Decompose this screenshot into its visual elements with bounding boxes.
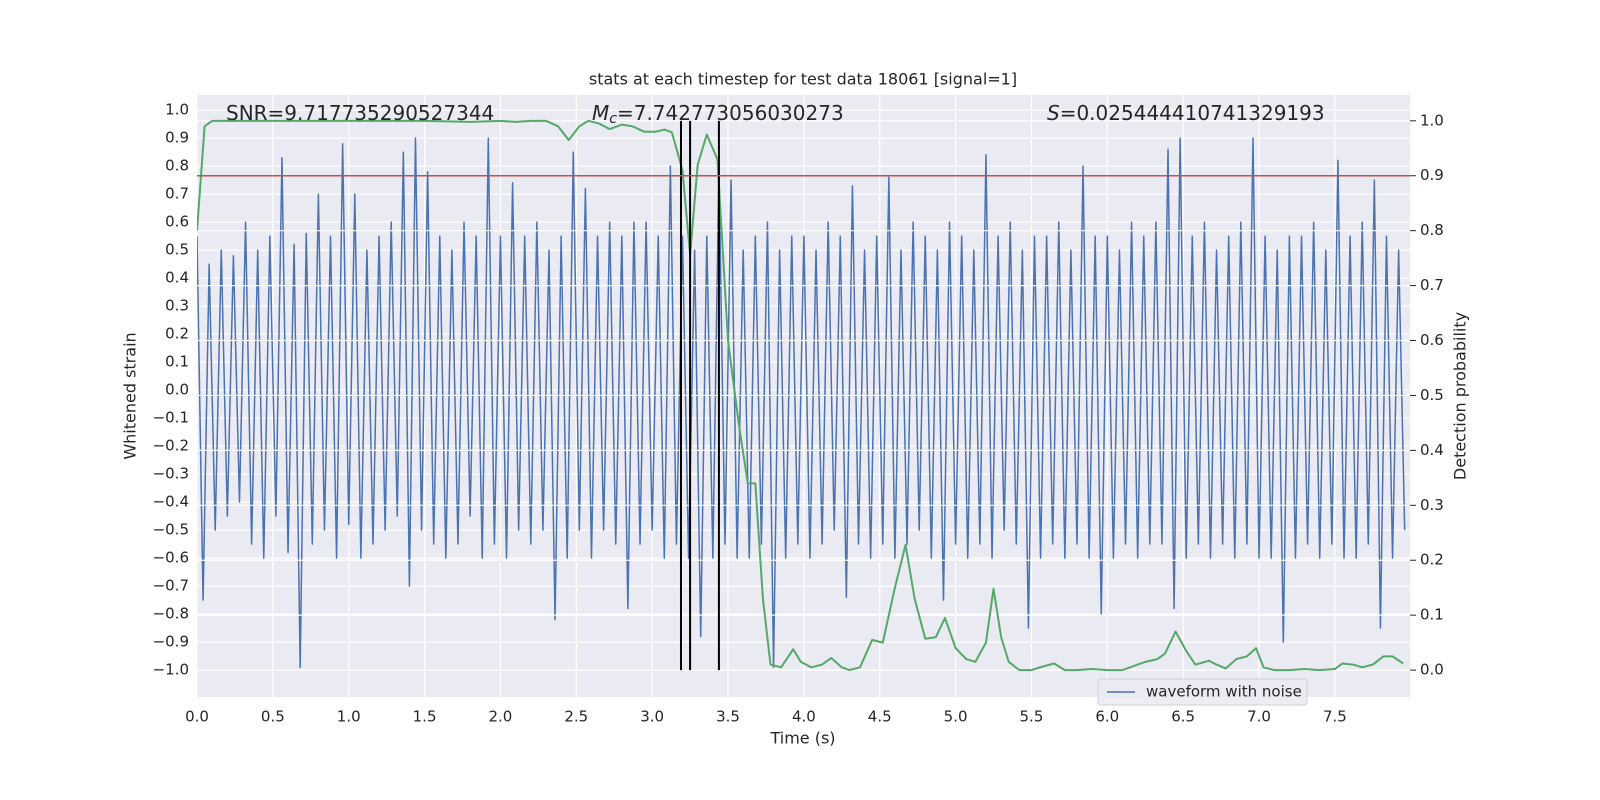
legend-box bbox=[1097, 678, 1308, 706]
annotation-text: SNR=9.717735290527344 bbox=[226, 101, 494, 125]
y-tick-label: 0.7 bbox=[165, 185, 189, 203]
x-tick-label: 1.5 bbox=[413, 708, 437, 726]
y2-tick-label: 0.4 bbox=[1420, 441, 1444, 459]
y-tick-label: −0.2 bbox=[153, 437, 189, 455]
y-tick-label: −0.8 bbox=[153, 605, 189, 623]
x-tick-label: 0.0 bbox=[185, 708, 209, 726]
y-tick-label: −0.5 bbox=[153, 521, 189, 539]
annotation: SNR=9.717735290527344 bbox=[226, 101, 494, 125]
x-tick-label: 2.5 bbox=[564, 708, 588, 726]
x-tick-label: 2.0 bbox=[489, 708, 513, 726]
y2-tick-label: 0.7 bbox=[1420, 276, 1444, 294]
x-tick-label: 3.0 bbox=[640, 708, 664, 726]
y-tick-label: −0.4 bbox=[153, 493, 189, 511]
y-tick-label: 0.5 bbox=[165, 241, 189, 259]
annotation: S=0.025444410741329193 bbox=[1047, 101, 1325, 125]
y2-tick-label: 0.0 bbox=[1420, 661, 1444, 679]
y-tick-label: −0.1 bbox=[153, 409, 189, 427]
annotation-text: =7.742773056030273 bbox=[617, 101, 844, 125]
annotation: Mc=7.742773056030273 bbox=[592, 101, 844, 128]
y-tick-label: 1.0 bbox=[165, 101, 189, 119]
y2-tick-label: 0.1 bbox=[1420, 606, 1444, 624]
annotation-symbol: S bbox=[1047, 101, 1060, 125]
data-line bbox=[197, 119, 1404, 672]
x-tick-label: 1.0 bbox=[337, 708, 361, 726]
y2-tick-label: 1.0 bbox=[1420, 111, 1444, 129]
x-tick-label: 7.5 bbox=[1323, 708, 1347, 726]
y-tick-label: 0.3 bbox=[165, 297, 189, 315]
y-tick-label: 0.9 bbox=[165, 129, 189, 147]
x-tick-label: 6.0 bbox=[1095, 708, 1119, 726]
x-tick-label: 5.0 bbox=[944, 708, 968, 726]
data-layer bbox=[197, 119, 1410, 672]
x-tick-label: 7.0 bbox=[1247, 708, 1271, 726]
y-tick-label: 0.8 bbox=[165, 157, 189, 175]
y2-tick-label: 0.9 bbox=[1420, 166, 1444, 184]
x-tick-label: 5.5 bbox=[1020, 708, 1044, 726]
y2-tick-label: 0.2 bbox=[1420, 551, 1444, 569]
legend-label: waveform with noise bbox=[1146, 683, 1302, 701]
annotation-symbol: M bbox=[592, 101, 609, 125]
chart-title: stats at each timestep for test data 180… bbox=[589, 70, 1017, 89]
annotation-text: =0.025444410741329193 bbox=[1060, 101, 1325, 125]
x-tick-label: 0.5 bbox=[261, 708, 285, 726]
y2-tick-label: 0.6 bbox=[1420, 331, 1444, 349]
annotation-subscript: c bbox=[609, 111, 617, 127]
y-tick-label: −0.9 bbox=[153, 633, 189, 651]
y-tick-label: 0.6 bbox=[165, 213, 189, 231]
y-tick-label: −0.7 bbox=[153, 577, 189, 595]
x-tick-label: 4.0 bbox=[792, 708, 816, 726]
x-tick-label: 4.5 bbox=[868, 708, 892, 726]
y-tick-label: 0.2 bbox=[165, 325, 189, 343]
y-tick-label: −0.3 bbox=[153, 465, 189, 483]
y2-tick-label: 0.8 bbox=[1420, 221, 1444, 239]
y-tick-label: −0.6 bbox=[153, 549, 189, 567]
y-tick-label: 0.1 bbox=[165, 353, 189, 371]
y-tick-label: 0.4 bbox=[165, 269, 189, 287]
x-tick-label: 6.5 bbox=[1171, 708, 1195, 726]
x-axis-label: Time (s) bbox=[769, 729, 835, 748]
y2-axis-label: Detection probability bbox=[1451, 312, 1470, 480]
data-line bbox=[197, 137, 1406, 669]
x-tick-label: 3.5 bbox=[716, 708, 740, 726]
y2-tick-label: 0.3 bbox=[1420, 496, 1444, 514]
y-axis-label: Whitened strain bbox=[121, 332, 140, 459]
y-tick-label: 0.0 bbox=[165, 381, 189, 399]
over-layer: 0.0 0.1 0.2 0.3 0.4 0.5 0.6 0.7 0.8 0.9 1.0 SNR=9.7… bbox=[226, 101, 1444, 706]
y2-tick-label: 0.5 bbox=[1420, 386, 1444, 404]
y-tick-label: −1.0 bbox=[153, 661, 189, 679]
